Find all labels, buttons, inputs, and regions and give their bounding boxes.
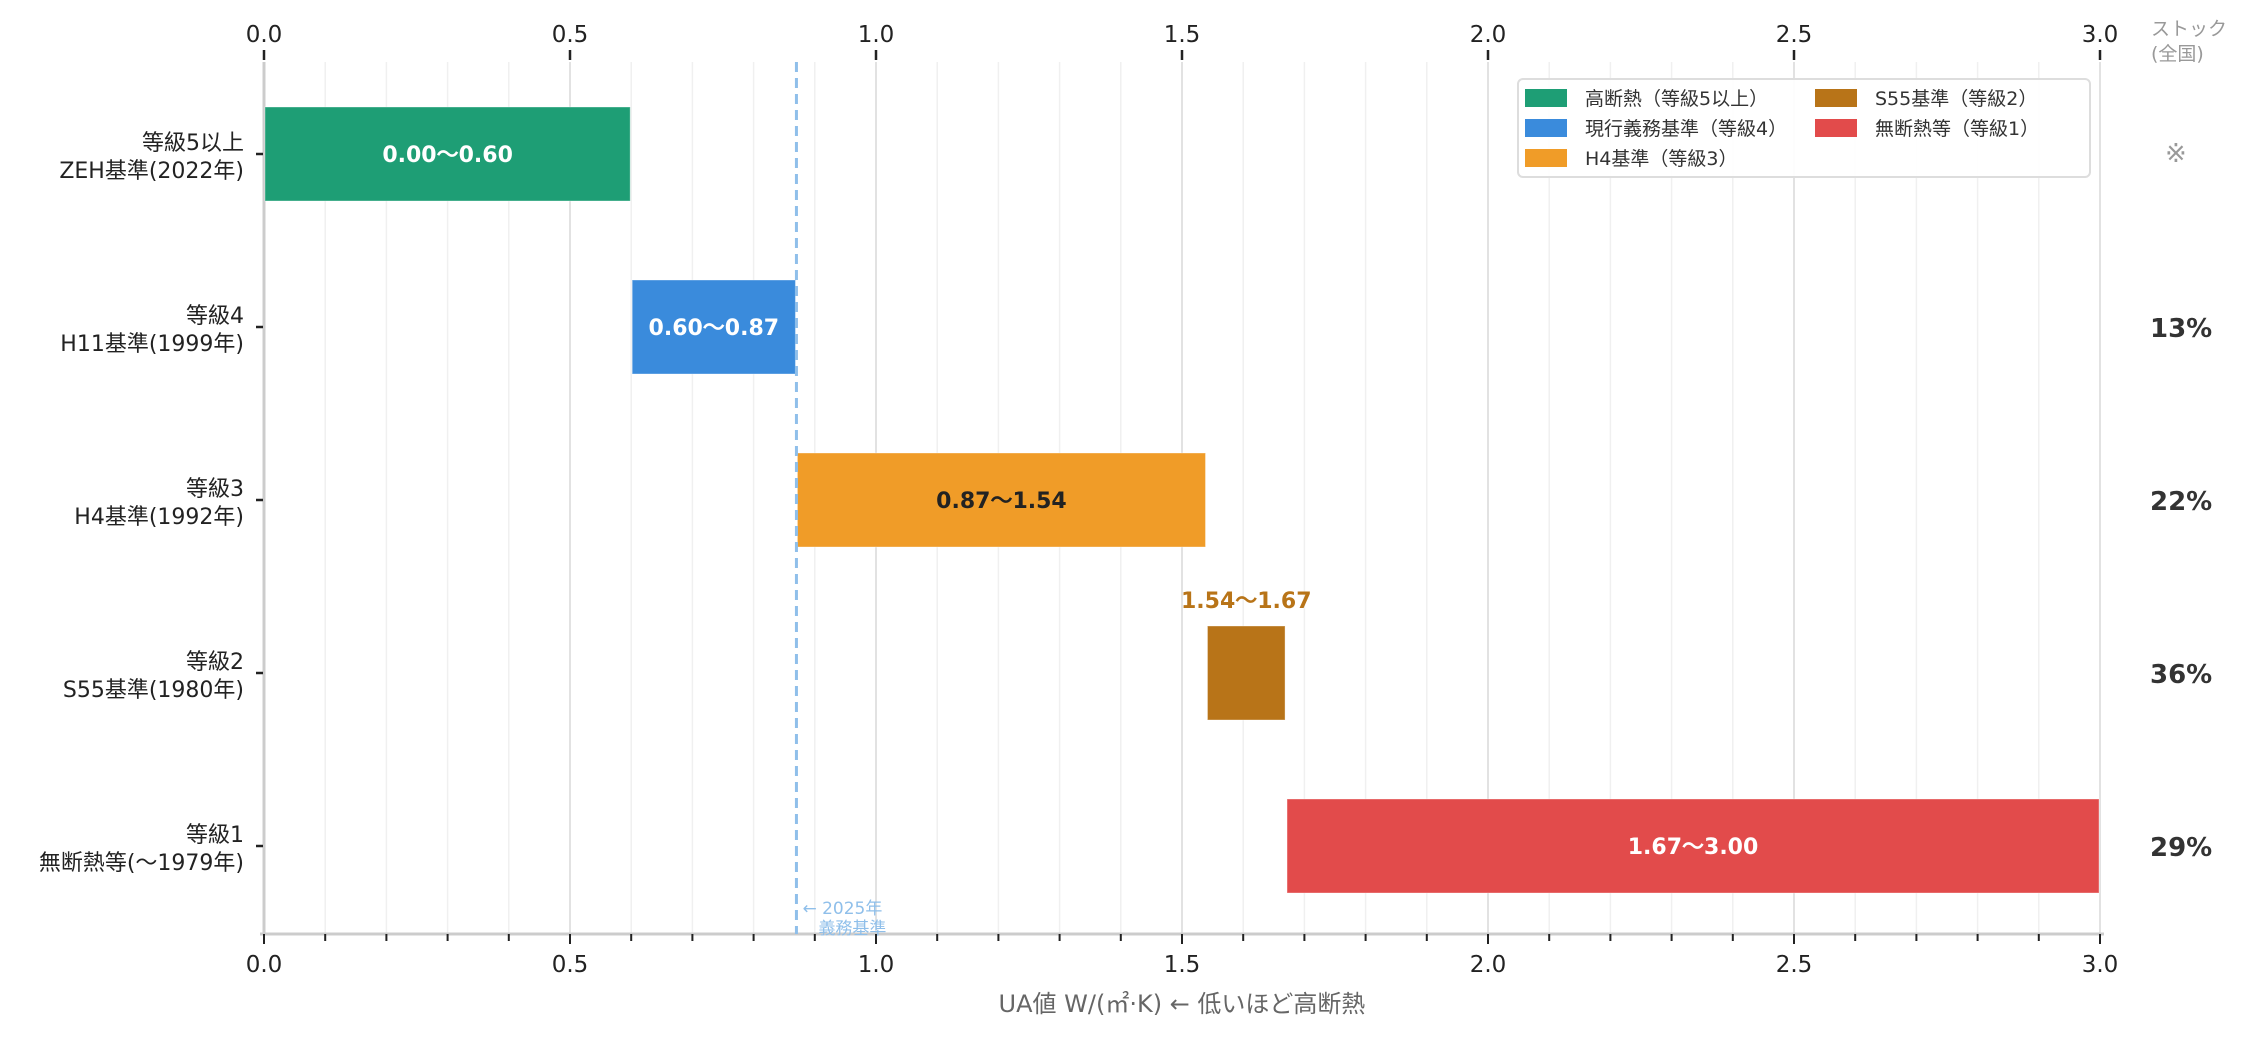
bar-range-label: 1.67〜3.00 [1628,835,1759,860]
x-tick-label-bottom: 0.0 [246,952,283,978]
y-label-standard: S55基準(1980年) [63,678,244,703]
bar-range-label: 0.87〜1.54 [936,489,1067,514]
y-label-grade: 等級1 [186,823,244,848]
x-tick-label-top: 0.5 [552,22,589,48]
y-label-grade: 等級5以上 [142,131,244,156]
stock-share-label: 13% [2150,314,2212,344]
legend-entry-label: 現行義務基準（等級4） [1585,118,1787,140]
bar-range-label: 1.54〜1.67 [1181,589,1312,614]
reference-label-line2: 義務基準 [818,919,886,939]
x-tick-label-top: 0.0 [246,22,283,48]
y-label-grade: 等級3 [186,477,244,502]
stock-note-mark: ※ [2165,139,2187,169]
y-label-grade: 等級2 [186,650,244,675]
x-tick-label-top: 3.0 [2082,22,2119,48]
legend-swatch [1525,119,1567,137]
y-label-grade: 等級4 [186,304,244,329]
legend-entry-label: 高断熱（等級5以上） [1585,88,1768,110]
legend-swatch [1525,149,1567,167]
legend-swatch [1815,89,1857,107]
x-tick-label-top: 1.5 [1164,22,1201,48]
bar-5 [1286,798,2100,894]
x-tick-label-bottom: 3.0 [2082,952,2119,978]
bar-3 [796,452,1206,548]
bar-4 [1206,625,1286,721]
stock-share-label: 29% [2150,833,2212,863]
x-tick-label-bottom: 2.0 [1470,952,1507,978]
x-tick-label-top: 2.5 [1776,22,1813,48]
legend-box [1517,78,2091,178]
y-label-standard: H4基準(1992年) [74,505,244,530]
x-tick-label-bottom: 0.5 [552,952,589,978]
legend-swatch [1525,89,1567,107]
bar-2 [631,279,796,375]
x-tick-label-top: 2.0 [1470,22,1507,48]
y-label-standard: 無断熱等(〜1979年) [39,851,244,876]
bar-1 [264,106,631,202]
stock-header-line2: (全国) [2151,43,2204,65]
y-label-standard: ZEH基準(2022年) [59,159,244,184]
bar-range-label: 0.60〜0.87 [649,316,780,341]
legend-entry-label: 無断熱等（等級1） [1875,118,2039,140]
x-tick-label-bottom: 1.0 [858,952,895,978]
legend-swatch [1815,119,1857,137]
stock-share-label: 22% [2150,487,2212,517]
x-tick-label-top: 1.0 [858,22,895,48]
stock-share-label: 36% [2150,660,2212,690]
bar-range-label: 0.00〜0.60 [382,143,513,168]
x-tick-label-bottom: 2.5 [1776,952,1813,978]
legend-entry-label: H4基準（等級3） [1585,148,1737,170]
legend-entry-label: S55基準（等級2） [1875,88,2037,110]
y-label-standard: H11基準(1999年) [60,332,244,357]
x-tick-label-bottom: 1.5 [1164,952,1201,978]
reference-label-line1: ← 2025年 [802,899,882,919]
stock-header-line1: ストック [2151,18,2227,40]
x-axis-label: UA値 W/(㎡·K) ← 低いほど高断熱 [999,990,1366,1018]
